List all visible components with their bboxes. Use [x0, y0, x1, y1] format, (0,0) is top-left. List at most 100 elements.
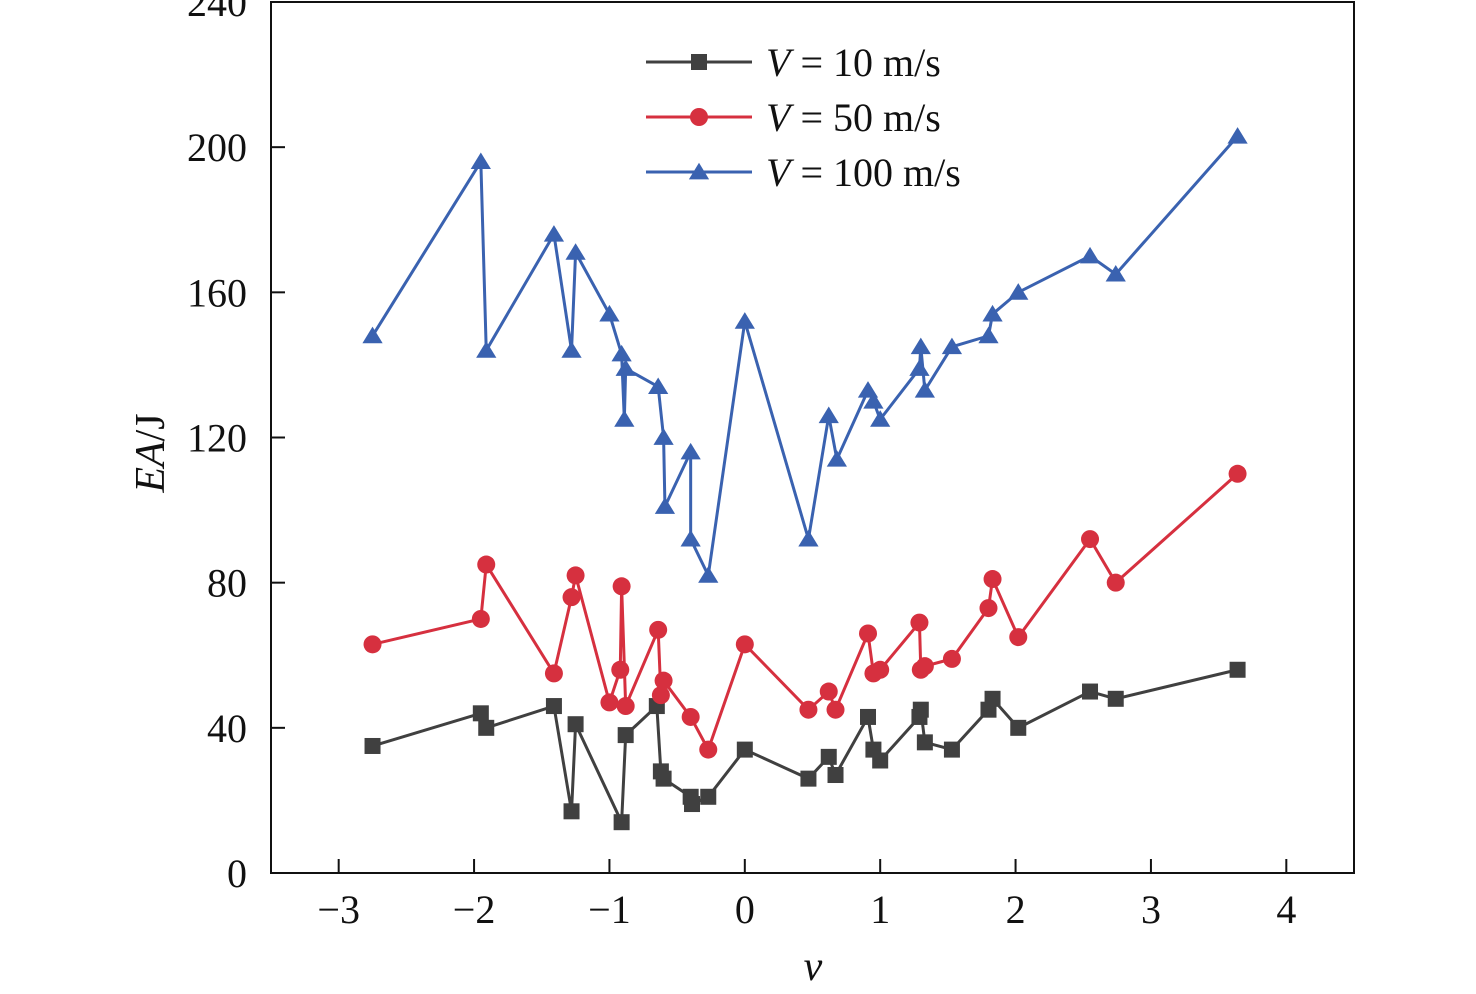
- x-tick-label: 1: [870, 887, 890, 932]
- data-point-circle: [735, 635, 754, 654]
- data-point-circle: [562, 588, 581, 607]
- x-tick-label: 3: [1141, 887, 1161, 932]
- data-point-circle: [600, 693, 619, 712]
- legend-marker: [691, 54, 707, 70]
- series-line: [372, 472, 1239, 754]
- legend-label: V = 50 m/s: [766, 95, 941, 140]
- data-point-triangle: [909, 359, 930, 376]
- data-point-square: [613, 814, 630, 831]
- data-point-triangle: [941, 337, 963, 355]
- data-point-square: [1107, 690, 1124, 707]
- data-point-triangle: [614, 410, 635, 427]
- legend-item-1: V = 10 m/s: [646, 40, 941, 85]
- data-point-circle: [859, 624, 878, 643]
- data-point-triangle: [680, 442, 701, 460]
- data-point-circle: [566, 566, 585, 585]
- data-point-triangle: [818, 406, 839, 424]
- x-tick-label: −1: [588, 887, 631, 932]
- x-axis: −3 −2 −1 0 1 2 3 4: [317, 859, 1296, 932]
- data-point-triangle: [1008, 283, 1029, 300]
- x-tick-label: 2: [1006, 887, 1026, 932]
- data-point-triangle: [543, 225, 565, 242]
- data-point-circle: [910, 613, 929, 632]
- data-point-circle: [871, 660, 890, 679]
- data-point-square: [684, 796, 701, 813]
- data-point-triangle: [680, 529, 701, 547]
- data-point-circle: [826, 700, 845, 719]
- data-point-square: [860, 708, 877, 725]
- y-tick-label: 80: [207, 561, 247, 606]
- data-point-triangle: [698, 566, 719, 583]
- data-point-circle: [649, 620, 668, 639]
- series-line: [371, 135, 1239, 581]
- data-point-circle: [471, 609, 490, 628]
- legend-marker: [690, 108, 708, 126]
- data-point-triangle: [1079, 246, 1101, 264]
- data-point-circle: [363, 635, 382, 654]
- data-point-triangle: [470, 152, 491, 170]
- data-point-square: [567, 716, 584, 733]
- data-point-circle: [1009, 628, 1028, 647]
- x-tick-label: −3: [317, 887, 360, 932]
- series-area: [362, 127, 1248, 831]
- data-point-circle: [699, 740, 718, 759]
- y-tick-label: 240: [187, 0, 247, 25]
- legend-label: V = 100 m/s: [766, 150, 961, 195]
- data-point-triangle: [982, 304, 1003, 322]
- data-point-circle: [819, 682, 838, 701]
- data-point-square: [472, 705, 489, 722]
- legend-marker: [688, 162, 710, 180]
- data-point-triangle: [798, 529, 819, 547]
- legend-item-2: V = 50 m/s: [646, 95, 941, 140]
- data-point-square: [700, 788, 717, 805]
- y-tick-label: 120: [187, 416, 247, 461]
- data-point-circle: [1081, 530, 1100, 549]
- data-point-circle: [611, 660, 630, 679]
- data-point-square: [563, 803, 580, 820]
- data-point-circle: [983, 570, 1002, 589]
- y-tick-label: 160: [187, 270, 247, 315]
- data-point-circle: [616, 697, 635, 716]
- series-3: [362, 127, 1248, 583]
- data-point-circle: [477, 555, 496, 574]
- data-point-square: [1010, 719, 1027, 736]
- data-point-triangle: [654, 497, 676, 514]
- data-point-triangle: [1227, 127, 1248, 144]
- x-tick-label: 0: [735, 887, 755, 932]
- data-point-square: [827, 767, 844, 784]
- data-point-circle: [681, 707, 700, 726]
- data-point-square: [364, 737, 381, 754]
- data-point-triangle: [863, 392, 884, 409]
- data-point-circle: [1106, 573, 1125, 592]
- data-point-circle: [1228, 464, 1247, 483]
- data-point-triangle: [914, 381, 935, 398]
- y-tick-label: 200: [187, 125, 247, 170]
- x-axis-label: v: [804, 944, 823, 990]
- data-point-triangle: [615, 359, 636, 376]
- y-tick-label: 40: [207, 706, 247, 751]
- data-point-triangle: [561, 341, 582, 358]
- data-point-circle: [544, 664, 563, 683]
- data-point-square: [545, 698, 562, 715]
- data-point-square: [800, 770, 817, 787]
- y-tick-label: 0: [227, 851, 247, 896]
- data-point-square: [916, 734, 933, 751]
- data-point-circle: [799, 700, 818, 719]
- data-point-circle: [654, 671, 673, 690]
- data-point-square: [820, 748, 837, 765]
- series-1: [364, 661, 1246, 831]
- data-point-triangle: [870, 410, 891, 427]
- data-point-triangle: [978, 326, 999, 344]
- y-axis-label: EA/J: [128, 413, 174, 493]
- data-point-triangle: [648, 377, 669, 395]
- data-point-square: [912, 701, 929, 718]
- data-point-square: [1229, 661, 1246, 678]
- data-point-square: [872, 752, 889, 769]
- data-point-square: [943, 741, 960, 758]
- data-point-circle: [612, 577, 631, 596]
- data-point-square: [617, 727, 634, 744]
- data-point-triangle: [653, 428, 674, 445]
- y-axis: 0 40 80 120 160 200 240: [187, 0, 285, 896]
- data-point-square: [1082, 683, 1099, 700]
- data-point-circle: [651, 686, 670, 705]
